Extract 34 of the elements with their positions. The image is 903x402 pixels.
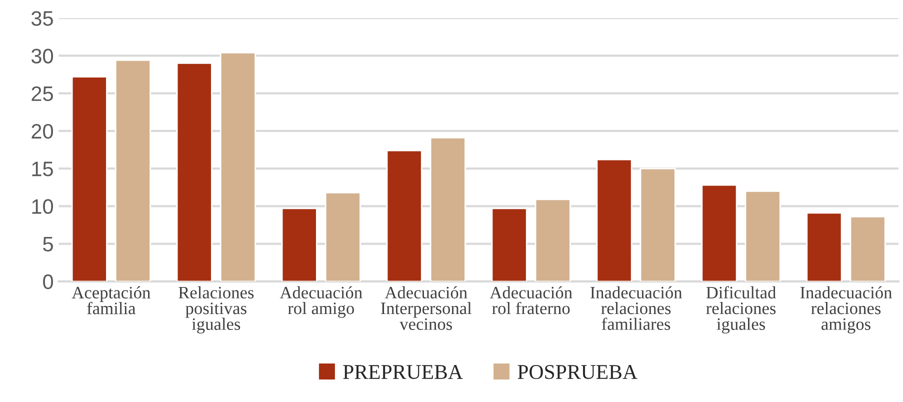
bar	[220, 52, 256, 282]
x-tick-label: Adecuación rol fraterno	[490, 286, 572, 314]
bar	[850, 216, 886, 282]
bar	[386, 150, 422, 282]
bar	[430, 137, 466, 282]
y-tick-label: 10	[32, 199, 54, 214]
x-tick-label: Adecuación Interpersonal vecinos	[380, 286, 472, 330]
x-tick-label: Aceptación familia	[72, 286, 150, 314]
legend-label: PREPRUEBA	[343, 365, 463, 380]
bar	[744, 190, 781, 282]
bar	[701, 184, 738, 282]
x-tick-label: Inadecuación relaciones familiares	[590, 286, 682, 330]
bar	[114, 60, 151, 282]
x-tick-label: Relaciones positivas iguales	[178, 286, 254, 334]
y-tick-label: 20	[32, 124, 54, 139]
bar	[281, 208, 318, 282]
bar	[806, 212, 842, 282]
x-tick-label: Adecuación rol amigo	[280, 286, 362, 318]
bar	[176, 62, 212, 282]
bar	[324, 192, 361, 282]
y-tick-label: 15	[32, 162, 53, 176]
bar	[534, 198, 571, 282]
bar	[491, 208, 528, 282]
y-tick-label: 0	[43, 274, 54, 290]
y-tick-label: 5	[43, 237, 53, 252]
x-tick-label: Inadecuación relaciones amigos	[800, 286, 892, 334]
bar	[596, 158, 632, 282]
x-tick-label: Dificultad relaciones iguales	[706, 286, 776, 334]
y-tick-label: 35	[31, 11, 53, 26]
y-tick-label: 30	[31, 48, 54, 64]
bar	[71, 76, 108, 282]
legend-label: POSPRUEBA	[518, 365, 638, 380]
bar	[640, 168, 676, 282]
y-tick-label: 25	[32, 86, 53, 102]
